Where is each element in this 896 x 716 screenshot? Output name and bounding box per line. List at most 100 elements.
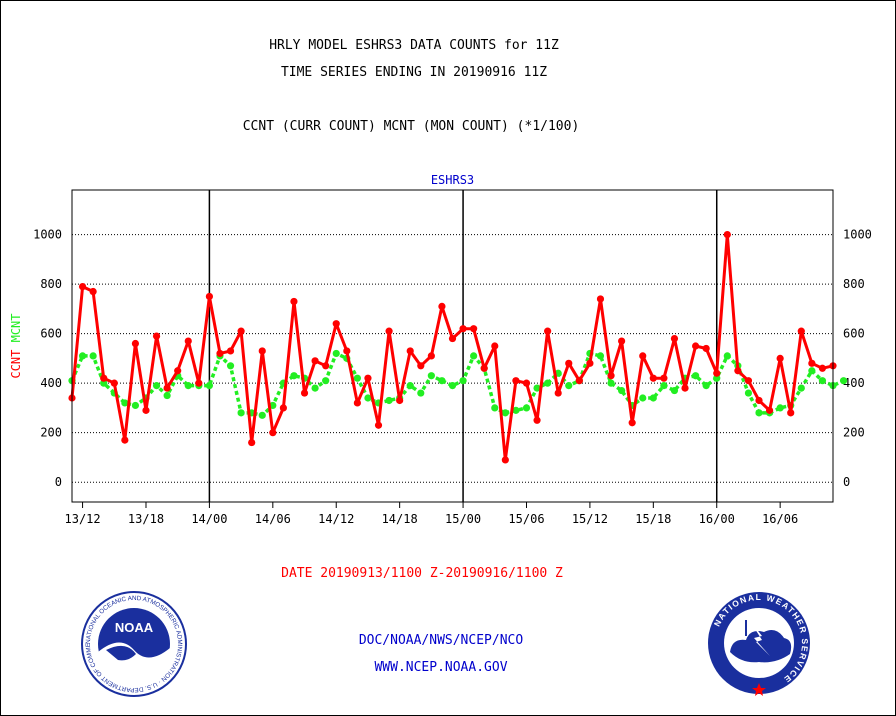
data-point-ccnt <box>110 379 118 387</box>
y-tick-label-left: 0 <box>55 475 62 489</box>
data-point-ccnt <box>184 337 192 345</box>
x-tick-label: 14/18 <box>382 512 418 526</box>
data-point-mcnt <box>649 394 657 402</box>
data-point-ccnt <box>491 342 499 350</box>
chart-subtitle: TIME SERIES ENDING IN 20190916 11Z <box>280 65 548 80</box>
data-point-mcnt <box>512 406 520 414</box>
panel-title: ESHRS3 <box>431 173 474 187</box>
time-series-chart: ESHRS3 0 0 200 200 400 400 600 600 800 800 1000 1000… <box>9 173 872 526</box>
x-tick-label: 13/18 <box>128 512 164 526</box>
noaa-logo-icon: NOAA NATIONAL OCEANIC AND ATMOSPHERIC AD… <box>80 590 187 697</box>
data-point-ccnt <box>248 438 256 447</box>
data-point-ccnt <box>744 377 753 385</box>
data-point-mcnt <box>670 386 679 395</box>
data-point-ccnt <box>470 325 478 333</box>
data-point-mcnt <box>723 352 731 360</box>
data-point-mcnt <box>89 352 97 360</box>
data-point-ccnt <box>670 334 679 343</box>
data-point-ccnt <box>396 396 404 405</box>
x-tick-label: 16/00 <box>699 512 735 526</box>
data-point-ccnt <box>300 389 309 397</box>
data-point-mcnt <box>776 404 784 412</box>
data-point-mcnt <box>290 372 298 380</box>
data-point-ccnt <box>322 362 330 370</box>
data-point-ccnt <box>163 384 171 392</box>
data-point-ccnt <box>586 359 594 367</box>
data-point-mcnt <box>152 382 161 390</box>
x-tick-label: 16/06 <box>762 512 798 526</box>
chart-title: HRLY MODEL ESHRS3 DATA COUNTS for 11Z <box>269 38 559 53</box>
data-point-ccnt <box>797 327 805 335</box>
y-tick-label-left: 400 <box>40 376 62 390</box>
data-point-ccnt <box>755 396 763 405</box>
y-tick-label-right: 400 <box>843 376 865 390</box>
data-point-mcnt <box>744 389 753 397</box>
data-point-ccnt <box>681 384 689 392</box>
data-point-ccnt <box>459 325 467 333</box>
data-point-ccnt <box>713 369 721 377</box>
data-point-mcnt <box>596 352 605 360</box>
date-range: DATE 20190913/1100 Z-20190916/1100 Z <box>281 566 563 581</box>
data-point-ccnt <box>607 372 615 380</box>
data-point-ccnt <box>776 354 784 362</box>
data-point-ccnt <box>808 359 816 367</box>
data-point-mcnt <box>100 379 108 387</box>
plot-frame <box>71 189 834 503</box>
y-tick-label-left: 1000 <box>33 228 62 242</box>
y-tick-label-right: 0 <box>843 475 850 489</box>
data-point-ccnt <box>438 302 446 310</box>
data-point-mcnt <box>406 382 414 390</box>
y-axis-label-mcnt: MCNT <box>9 313 23 342</box>
data-point-mcnt <box>311 384 319 392</box>
data-point-mcnt <box>353 374 361 382</box>
y-tick-label-right: 200 <box>843 426 865 440</box>
data-point-mcnt <box>607 379 615 387</box>
data-point-ccnt <box>258 347 266 355</box>
data-point-ccnt <box>269 429 277 437</box>
data-point-mcnt <box>417 389 425 397</box>
data-point-ccnt <box>353 399 361 407</box>
x-tick-label: 15/18 <box>635 512 671 526</box>
data-point-mcnt <box>121 399 129 407</box>
data-point-ccnt <box>596 295 605 303</box>
data-point-ccnt <box>818 364 827 372</box>
x-tick-label: 13/12 <box>65 512 101 526</box>
data-point-ccnt <box>142 406 150 414</box>
data-point-ccnt <box>765 406 774 414</box>
data-point-ccnt <box>575 377 583 385</box>
data-point-mcnt <box>332 349 340 358</box>
data-point-mcnt <box>713 374 721 382</box>
data-point-ccnt <box>121 436 129 444</box>
data-point-ccnt <box>152 332 161 340</box>
data-point-mcnt <box>459 377 467 385</box>
y-axis-label-ccnt: CCNT <box>9 342 23 378</box>
x-tick-label: 14/12 <box>318 512 354 526</box>
data-point-ccnt <box>205 292 214 301</box>
data-point-mcnt <box>385 396 393 405</box>
data-point-ccnt <box>734 367 742 375</box>
data-point-ccnt <box>78 282 87 291</box>
data-point-mcnt <box>533 384 541 392</box>
data-point-mcnt <box>205 382 214 390</box>
data-point-ccnt <box>639 352 647 360</box>
data-point-ccnt <box>691 342 700 350</box>
data-point-ccnt <box>723 230 731 239</box>
data-point-ccnt <box>385 327 393 335</box>
data-point-ccnt <box>501 456 509 464</box>
data-point-mcnt <box>237 409 245 417</box>
data-point-mcnt <box>702 382 710 390</box>
data-point-ccnt <box>89 287 97 296</box>
data-point-mcnt <box>364 394 372 402</box>
series-description: CCNT (CURR COUNT) MCNT (MON COUNT) (*1/1… <box>242 119 580 134</box>
data-point-mcnt <box>618 386 626 395</box>
noaa-center-text: NOAA <box>115 620 154 635</box>
data-point-ccnt <box>195 379 203 387</box>
data-point-mcnt <box>258 411 266 419</box>
data-point-mcnt <box>522 404 531 412</box>
data-point-ccnt <box>660 374 668 382</box>
data-point-ccnt <box>702 344 710 353</box>
data-point-ccnt <box>290 297 298 306</box>
data-point-mcnt <box>808 367 816 375</box>
y-tick-label-right: 600 <box>843 327 865 341</box>
data-point-ccnt <box>618 337 626 345</box>
